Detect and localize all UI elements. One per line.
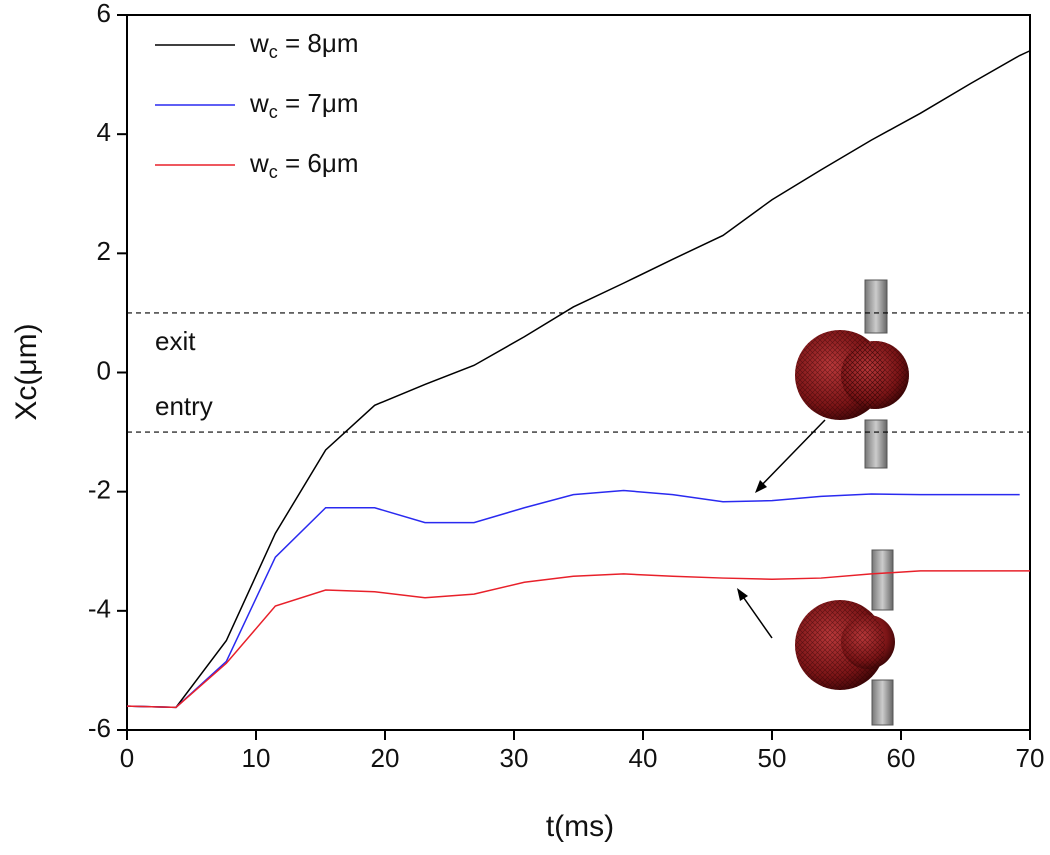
series-line	[126, 50, 1031, 709]
x-tick-label: 0	[120, 743, 134, 773]
y-tick-label: 6	[97, 0, 111, 28]
x-tick-label: 70	[1016, 743, 1045, 773]
x-tick-label: 20	[371, 743, 400, 773]
x-tick-label: 10	[242, 743, 271, 773]
x-axis-label: t(ms)	[546, 810, 614, 843]
x-tick-label: 30	[500, 743, 529, 773]
y-axis-label: Xc(μm)	[10, 323, 43, 420]
y-tick-label: -4	[88, 594, 111, 624]
legend-label: wc = 7μm	[249, 88, 359, 122]
x-tick-label: 60	[887, 743, 916, 773]
y-tick-label: -6	[88, 713, 111, 743]
x-tick-label: 50	[758, 743, 787, 773]
y-tick-label: 0	[97, 355, 111, 385]
y-tick-label: -2	[88, 475, 111, 505]
annotation: entry	[155, 391, 213, 421]
legend-label: wc = 6μm	[249, 148, 359, 182]
series-line	[126, 489, 1020, 709]
y-tick-label: 4	[97, 117, 111, 147]
legend-label: wc = 8μm	[249, 28, 359, 62]
annotation: exit	[155, 326, 196, 356]
cell-illustration	[737, 279, 909, 726]
y-tick-label: 2	[97, 236, 111, 266]
x-tick-label: 40	[629, 743, 658, 773]
series-line	[126, 570, 1030, 709]
